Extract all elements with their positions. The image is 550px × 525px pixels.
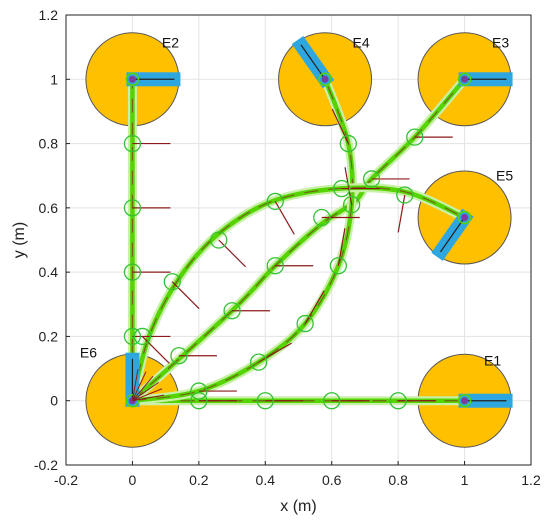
y-axis-label: y (m)	[11, 222, 28, 258]
x-tick-label: 0.8	[388, 472, 408, 488]
path-halo-to-E5	[127, 183, 470, 406]
waypoint-heading	[397, 194, 406, 233]
waypoint	[123, 134, 142, 153]
robot-center	[461, 397, 469, 405]
path-core-to-E3	[132, 78, 466, 402]
y-tick-label: 0	[50, 393, 58, 409]
paths	[127, 74, 470, 406]
path-core-to-E4	[132, 79, 354, 402]
path-to-E5	[130, 185, 467, 403]
waypoint	[342, 195, 361, 214]
robot-ring	[318, 72, 332, 87]
waypoint	[406, 128, 424, 146]
robot-markers	[125, 35, 513, 408]
waypoint	[190, 392, 208, 410]
x-tick-label: 1	[461, 472, 469, 488]
origin-heading-line	[132, 375, 154, 402]
waypoint	[170, 347, 188, 365]
origin-heading-line	[132, 381, 159, 402]
waypoint-heading	[304, 290, 325, 324]
path-core-to-E5	[131, 187, 465, 401]
waypoint-heading	[141, 336, 170, 364]
robot-E2	[125, 72, 181, 87]
waypoint	[163, 273, 181, 291]
robot-E1	[457, 393, 513, 408]
origin-heading-line	[132, 388, 163, 402]
robot-E3	[457, 72, 513, 87]
station-label-E6: E6	[80, 345, 97, 361]
waypoint-heading	[218, 239, 247, 268]
waypoint	[266, 192, 284, 211]
x-tick-label: 0	[129, 472, 137, 488]
origin-heading-line	[132, 394, 165, 402]
robot-ring	[457, 210, 472, 225]
robot-center	[321, 75, 329, 83]
robot-ring	[125, 72, 140, 87]
waypoint	[210, 231, 228, 249]
waypoint	[190, 382, 208, 400]
x-tick-label: -0.2	[54, 472, 78, 488]
waypoint	[123, 199, 142, 217]
waypoint	[223, 302, 241, 320]
waypoint-heading	[274, 201, 295, 235]
waypoint-heading	[337, 228, 346, 266]
path-halo-to-E3	[127, 74, 470, 406]
robot-ring	[125, 393, 140, 408]
plot-frame	[65, 14, 532, 466]
station-label-E2: E2	[162, 34, 179, 50]
x-tick-label: 1.2	[521, 472, 541, 488]
y-tick-label: 0.6	[39, 200, 59, 216]
robot-ring	[457, 72, 472, 87]
station-label-E1: E1	[484, 353, 501, 369]
y-tick-label: 0.8	[39, 136, 59, 152]
robot-heading	[439, 217, 466, 253]
waypoint	[333, 179, 351, 198]
waypoint	[123, 263, 142, 281]
x-tick-label: 0.2	[189, 472, 209, 488]
waypoint-heading	[331, 108, 349, 144]
y-tick-label: 1	[50, 71, 58, 87]
waypoint	[266, 257, 284, 275]
robot-E4	[291, 35, 335, 89]
waypoint	[323, 392, 341, 410]
y-tick-label: -0.2	[34, 457, 58, 473]
x-tick-label: 0.4	[256, 472, 276, 488]
path-to-E4	[130, 77, 355, 403]
y-tick-label: 0.4	[39, 264, 59, 280]
waypoints	[123, 108, 453, 410]
origin-heading-line	[131, 369, 139, 401]
waypoint-heading	[171, 281, 200, 310]
robot-E5	[431, 208, 474, 261]
robot-heading	[300, 44, 326, 80]
waypoint	[339, 134, 357, 153]
waypoint	[256, 392, 274, 410]
robot-ring	[457, 393, 472, 408]
station-label-E4: E4	[353, 34, 370, 50]
station-label-E3: E3	[492, 34, 509, 50]
waypoint	[296, 314, 314, 333]
path-halo-to-E4	[127, 74, 357, 406]
waypoint	[313, 208, 331, 227]
robot-center	[461, 214, 469, 221]
waypoint	[389, 392, 407, 410]
robot-center	[128, 75, 136, 83]
x-axis-label: x (m)	[280, 498, 316, 515]
waypoint	[123, 327, 142, 346]
waypoint	[362, 170, 381, 188]
waypoint	[396, 186, 414, 204]
waypoint	[249, 353, 268, 371]
y-tick-label: 1.2	[39, 7, 59, 23]
robot-center	[461, 75, 469, 83]
y-tick-label: 0.2	[39, 328, 59, 344]
station-label-E5: E5	[496, 168, 513, 184]
x-tick-label: 0.6	[322, 472, 342, 488]
tick-labels: -0.2 0 0.2 0.4 0.6 0.8 1 1.2 -0.2 0 0.2 0.4 0.6 0.8 1 1…	[34, 7, 541, 488]
waypoint-heading	[344, 167, 353, 205]
origin-heading-line	[131, 371, 147, 401]
waypoint	[329, 257, 348, 275]
waypoint-heading	[258, 342, 292, 363]
waypoint	[133, 327, 152, 346]
